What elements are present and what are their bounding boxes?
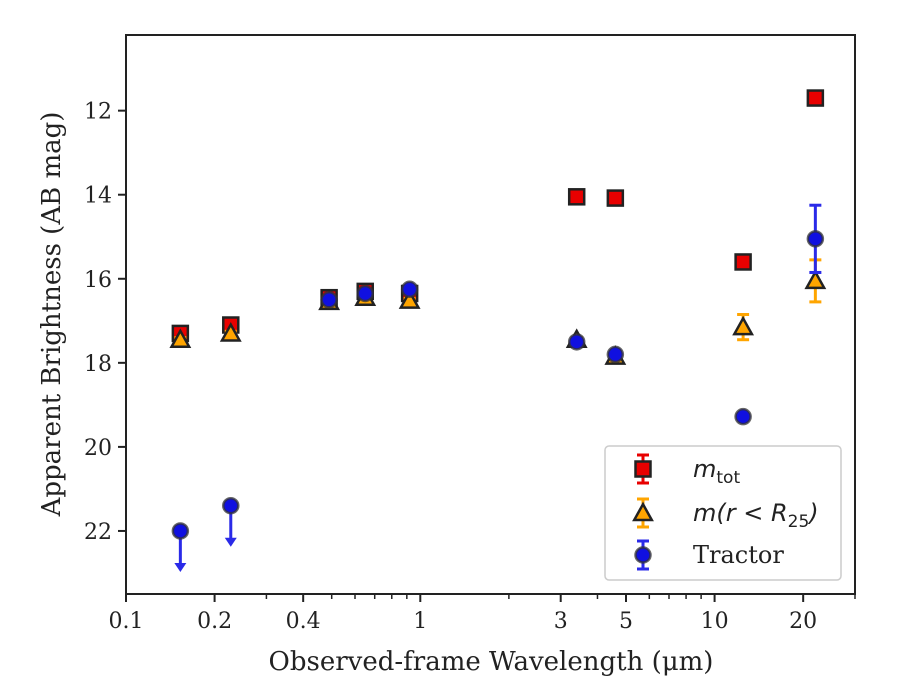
legend-box xyxy=(604,445,842,581)
y-tick-label: 18 xyxy=(84,352,112,377)
x-tick-label: 0.2 xyxy=(197,609,232,634)
x-tick-label: 20 xyxy=(789,609,817,634)
mr25-point xyxy=(169,328,192,349)
tractor-point xyxy=(320,291,338,309)
legend-label: m(r < R25) xyxy=(693,499,819,532)
mr25-point xyxy=(732,315,755,336)
mtot-point xyxy=(567,188,586,206)
mtot-point xyxy=(806,89,825,107)
tractor-point xyxy=(222,496,240,515)
legend-marker xyxy=(634,539,652,571)
x-tick-label: 0.4 xyxy=(286,609,321,634)
y-tick-label: 22 xyxy=(84,520,112,545)
mtot-point xyxy=(606,189,625,207)
tractor-point xyxy=(606,345,625,364)
legend-marker xyxy=(634,453,652,485)
x-tick-label: 3 xyxy=(554,609,568,634)
y-tick-label: 20 xyxy=(84,436,112,461)
legend-marker xyxy=(632,497,654,529)
tractor-point xyxy=(171,522,190,540)
x-tick-label: 5 xyxy=(619,609,633,634)
tractor-point xyxy=(400,280,419,299)
y-axis-label: Apparent Brightness (AB mag) xyxy=(37,112,67,518)
y-tick-label: 14 xyxy=(84,184,112,209)
mr25-point xyxy=(804,269,827,290)
y-tick-label: 12 xyxy=(84,100,112,125)
legend-label: Tractor xyxy=(693,541,784,569)
tractor-point xyxy=(734,407,752,426)
mtot-point xyxy=(734,253,752,271)
x-tick-label: 0.1 xyxy=(109,609,144,634)
plot-frame xyxy=(125,34,856,595)
x-tick-label: 1 xyxy=(413,609,427,634)
x-axis-label: Observed-frame Wavelength (μm) xyxy=(269,647,714,677)
tractor-point xyxy=(567,333,586,351)
y-tick-label: 16 xyxy=(84,268,112,293)
plot-area xyxy=(169,89,827,572)
mr25-point xyxy=(398,289,421,309)
tractor-point xyxy=(356,284,374,303)
mr25-point xyxy=(219,322,242,342)
x-tick-label: 10 xyxy=(701,609,729,634)
tractor-point xyxy=(806,230,825,248)
legend: mtot m(r < R25) Tractor xyxy=(604,445,842,581)
legend-label: mtot xyxy=(693,455,740,488)
axes: 0.1 0.2 0.4 1 3 5 10 20 12 14 16 18 20 22 xyxy=(84,34,856,634)
